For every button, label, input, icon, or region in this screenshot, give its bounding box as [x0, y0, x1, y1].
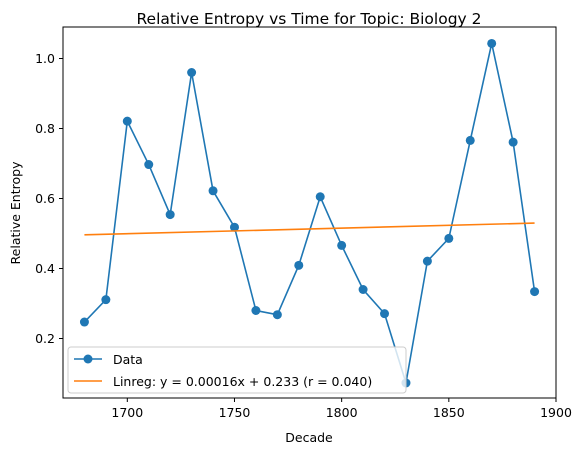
data-point [422, 256, 432, 266]
legend-data-label: Data [113, 352, 143, 367]
plot-area [79, 38, 540, 388]
data-point [144, 160, 154, 170]
plot-frame [62, 26, 557, 399]
legend-linreg-label: Linreg: y = 0.00016x + 0.233 (r = 0.040) [113, 374, 372, 389]
data-point [165, 210, 175, 220]
data-point [465, 135, 475, 145]
legend: Data Linreg: y = 0.00016x + 0.233 (r = 0… [67, 346, 407, 394]
linreg-line [84, 222, 535, 236]
x-tick-label: 1850 [433, 405, 465, 420]
data-point [122, 116, 132, 126]
y-tick-label: 0.8 [35, 121, 55, 136]
data-point [508, 137, 518, 147]
y-tick-label: 1.0 [35, 51, 55, 66]
legend-box [67, 346, 407, 394]
data-point [315, 192, 325, 202]
data-point [337, 240, 347, 250]
data-point [487, 38, 497, 48]
data-point [251, 306, 261, 315]
data-point [272, 310, 282, 320]
x-tick-label: 1900 [540, 405, 572, 420]
data-point [294, 260, 304, 270]
x-tick-label: 1700 [111, 405, 143, 420]
x-tick-label: 1800 [326, 405, 358, 420]
axis-ticks: 1700 1750 1800 1850 1900 0.2 0.4 0.6 0.8 1.0 [35, 51, 572, 420]
legend-data-marker [83, 354, 93, 364]
data-point [229, 222, 239, 232]
data-point [101, 295, 111, 305]
chart-title: Relative Entropy vs Time for Topic: Biol… [136, 10, 481, 28]
data-point [530, 287, 540, 297]
data-point [208, 186, 218, 196]
y-tick-label: 0.4 [35, 261, 55, 276]
y-tick-label: 0.2 [35, 331, 55, 346]
x-tick-label: 1750 [219, 405, 251, 420]
data-series-line [83, 43, 536, 384]
y-tick-label: 0.6 [35, 191, 55, 206]
data-point [444, 233, 454, 243]
y-axis-label: Relative Entropy [8, 161, 23, 265]
x-axis-label: Decade [285, 430, 333, 445]
data-point [79, 317, 89, 327]
data-point [187, 68, 197, 77]
data-point [358, 285, 368, 294]
data-point [380, 309, 390, 319]
